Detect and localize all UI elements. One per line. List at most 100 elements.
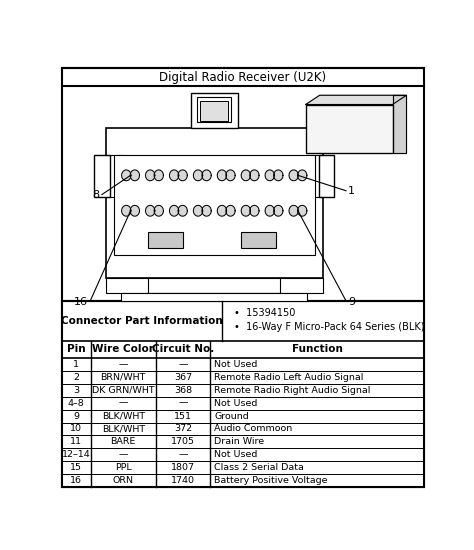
Bar <box>319 155 334 197</box>
Text: 151: 151 <box>174 411 192 421</box>
Text: Drain Wire: Drain Wire <box>214 437 264 447</box>
Text: 8: 8 <box>92 190 100 200</box>
Text: 11: 11 <box>70 437 82 447</box>
Text: BLK/WHT: BLK/WHT <box>101 425 145 433</box>
Text: •  15394150: • 15394150 <box>234 308 295 318</box>
Text: Audio Commoon: Audio Commoon <box>214 425 292 433</box>
Text: 1740: 1740 <box>171 476 195 485</box>
Text: Connector Part Information: Connector Part Information <box>61 316 223 326</box>
Text: 9: 9 <box>73 411 79 421</box>
Polygon shape <box>154 170 164 181</box>
Text: BRN/WHT: BRN/WHT <box>100 373 146 382</box>
Polygon shape <box>154 205 164 216</box>
Polygon shape <box>226 170 235 181</box>
Polygon shape <box>170 205 179 216</box>
Text: ORN: ORN <box>113 476 134 485</box>
Text: Pin: Pin <box>67 344 85 354</box>
Polygon shape <box>146 205 155 216</box>
Polygon shape <box>306 95 406 104</box>
Bar <box>106 278 323 293</box>
Polygon shape <box>265 205 274 216</box>
Polygon shape <box>217 170 227 181</box>
Text: —: — <box>178 360 188 369</box>
Polygon shape <box>193 205 203 216</box>
Text: 16: 16 <box>70 476 82 485</box>
Polygon shape <box>122 170 131 181</box>
Polygon shape <box>146 170 155 181</box>
Bar <box>306 104 392 153</box>
Text: Digital Radio Receiver (U2K): Digital Radio Receiver (U2K) <box>159 71 327 84</box>
Text: 15: 15 <box>70 463 82 472</box>
Polygon shape <box>241 170 250 181</box>
Text: —: — <box>118 399 128 408</box>
Text: BARE: BARE <box>110 437 136 447</box>
Text: PPL: PPL <box>115 463 132 472</box>
Bar <box>197 97 231 122</box>
Polygon shape <box>298 170 307 181</box>
Bar <box>241 232 276 249</box>
Text: Remote Radio Left Audio Signal: Remote Radio Left Audio Signal <box>214 373 364 382</box>
Text: Ground: Ground <box>214 411 249 421</box>
Bar <box>201 101 228 122</box>
Bar <box>106 128 323 278</box>
Bar <box>148 232 183 249</box>
Text: 16: 16 <box>74 298 88 307</box>
Text: —: — <box>118 450 128 459</box>
Polygon shape <box>170 170 179 181</box>
Polygon shape <box>273 205 283 216</box>
Bar <box>191 93 237 128</box>
Text: Battery Positive Voltage: Battery Positive Voltage <box>214 476 328 485</box>
Text: 2: 2 <box>73 373 79 382</box>
Polygon shape <box>250 205 259 216</box>
Polygon shape <box>130 170 139 181</box>
Bar <box>94 155 109 197</box>
Text: Class 2 Serial Data: Class 2 Serial Data <box>214 463 304 472</box>
Polygon shape <box>250 170 259 181</box>
Polygon shape <box>122 205 131 216</box>
Text: 9: 9 <box>348 298 356 307</box>
Text: —: — <box>178 450 188 459</box>
Text: —: — <box>178 399 188 408</box>
Text: 1807: 1807 <box>171 463 195 472</box>
Polygon shape <box>217 205 227 216</box>
Bar <box>62 301 424 487</box>
Polygon shape <box>298 205 307 216</box>
Text: 1: 1 <box>73 360 79 369</box>
Text: 12–14: 12–14 <box>62 450 91 459</box>
Polygon shape <box>130 205 139 216</box>
Polygon shape <box>273 170 283 181</box>
Polygon shape <box>202 170 211 181</box>
Text: 4–8: 4–8 <box>68 399 84 408</box>
Text: Function: Function <box>292 344 343 354</box>
Bar <box>113 155 315 255</box>
Polygon shape <box>289 205 298 216</box>
Text: DK GRN/WHT: DK GRN/WHT <box>92 386 155 395</box>
Text: 372: 372 <box>174 425 192 433</box>
Text: 10: 10 <box>70 425 82 433</box>
Polygon shape <box>202 205 211 216</box>
Text: BLK/WHT: BLK/WHT <box>101 411 145 421</box>
Polygon shape <box>392 95 406 153</box>
Text: Not Used: Not Used <box>214 360 257 369</box>
Text: Not Used: Not Used <box>214 399 257 408</box>
Polygon shape <box>241 205 250 216</box>
Polygon shape <box>265 170 274 181</box>
Text: Not Used: Not Used <box>214 450 257 459</box>
Text: 368: 368 <box>174 386 192 395</box>
Polygon shape <box>178 205 187 216</box>
Polygon shape <box>178 170 187 181</box>
Text: 1: 1 <box>348 186 356 196</box>
Polygon shape <box>289 170 298 181</box>
Text: 1705: 1705 <box>171 437 195 447</box>
Text: •  16-Way F Micro-Pack 64 Series (BLK): • 16-Way F Micro-Pack 64 Series (BLK) <box>234 322 424 332</box>
Text: Remote Radio Right Audio Signal: Remote Radio Right Audio Signal <box>214 386 371 395</box>
Bar <box>121 293 307 301</box>
Text: 3: 3 <box>73 386 79 395</box>
Polygon shape <box>226 205 235 216</box>
Text: 367: 367 <box>174 373 192 382</box>
Text: Wire Color: Wire Color <box>92 344 154 354</box>
Text: —: — <box>118 360 128 369</box>
Bar <box>306 104 392 153</box>
Text: Circuit No.: Circuit No. <box>152 344 214 354</box>
Polygon shape <box>193 170 203 181</box>
